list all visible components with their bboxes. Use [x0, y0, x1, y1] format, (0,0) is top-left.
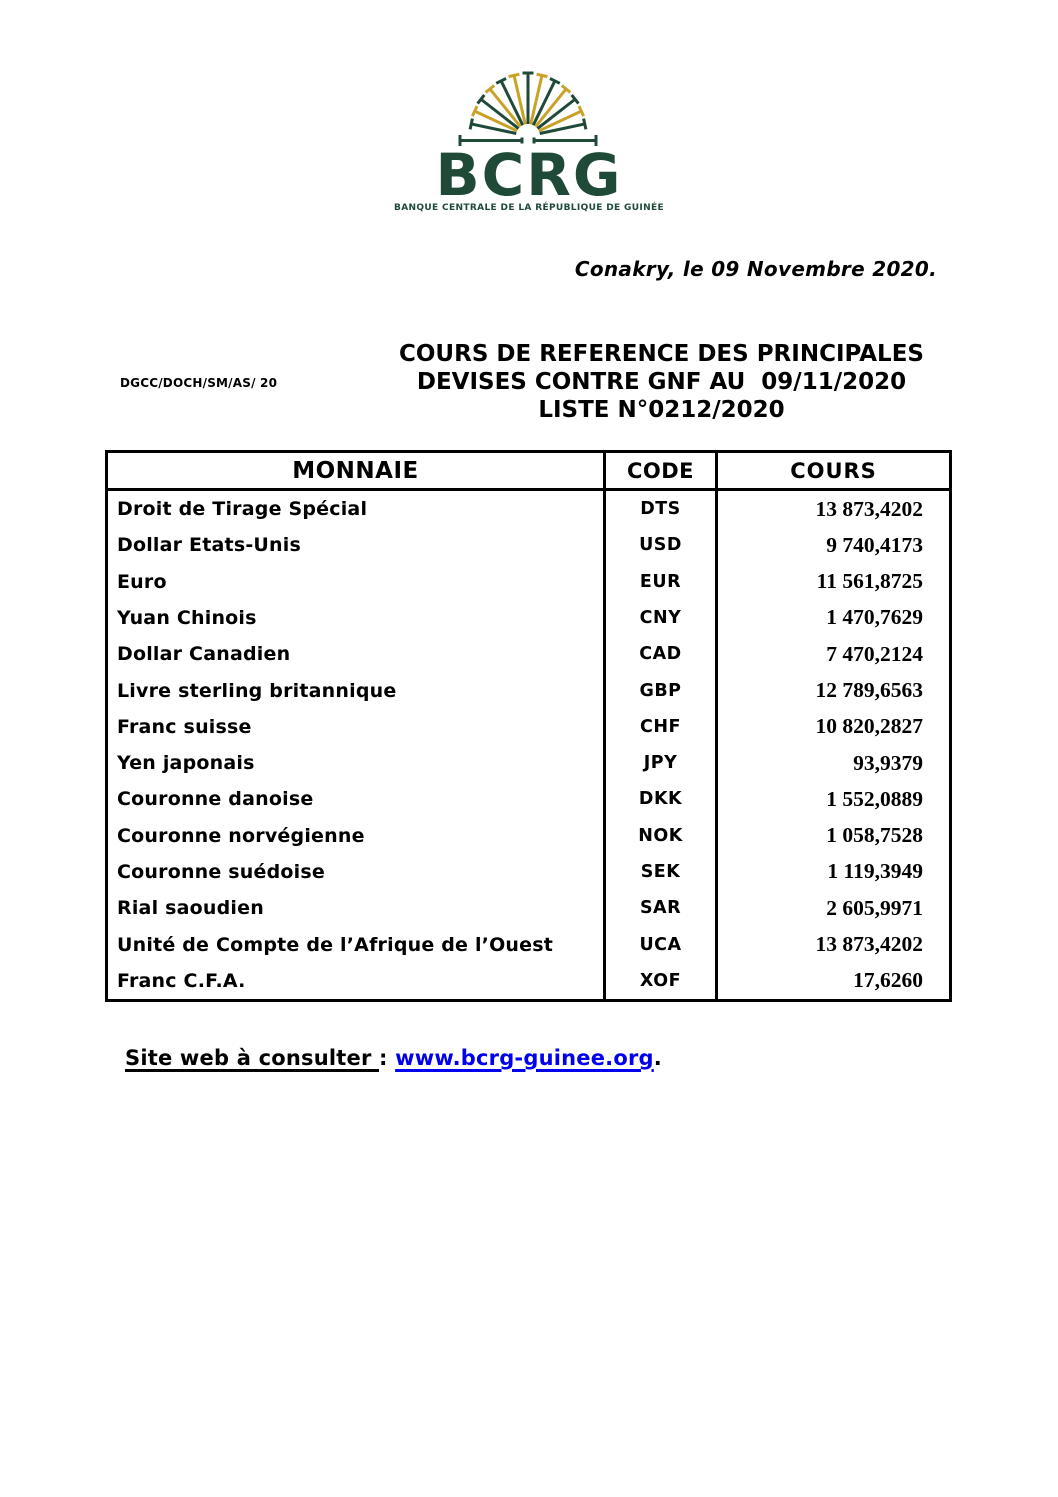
cell-cours: 12 789,6563 — [715, 672, 949, 709]
table-row: Couronne danoise DKK 1 552,0889 — [108, 781, 949, 818]
cell-cours: 10 820,2827 — [715, 708, 949, 745]
bcrg-logo-wordmark: BCRG — [435, 141, 623, 209]
cell-monnaie: Rial saoudien — [117, 897, 264, 920]
cell-monnaie: Couronne suédoise — [117, 860, 325, 883]
cell-cours: 1 058,7528 — [715, 817, 949, 854]
bcrg-logo-fan-icon — [458, 71, 598, 146]
cell-monnaie: Franc suisse — [117, 715, 252, 738]
cell-cours: 9 740,4173 — [715, 527, 949, 564]
cell-monnaie: Couronne norvégienne — [117, 824, 365, 847]
cell-code: XOF — [603, 962, 715, 999]
cell-code: USD — [603, 527, 715, 564]
table-row: Dollar Etats-Unis USD 9 740,4173 — [108, 527, 949, 564]
cell-code: CAD — [603, 636, 715, 673]
cell-cours: 13 873,4202 — [715, 491, 949, 528]
cell-cours: 1 552,0889 — [715, 781, 949, 818]
table-row: Livre sterling britannique GBP 12 789,6563 — [108, 672, 949, 709]
cell-monnaie: Yen japonais — [117, 752, 255, 775]
cell-monnaie: Euro — [117, 570, 167, 593]
site-period: . — [653, 1046, 662, 1070]
bcrg-logo-subtitle: BANQUE CENTRALE DE LA RÉPUBLIQUE DE GUIN… — [393, 203, 664, 213]
table-row: Franc C.F.A. XOF 17,6260 — [108, 962, 949, 999]
column-header-monnaie: MONNAIE — [292, 457, 419, 484]
table-row: Unité de Compte de l’Afrique de l’Ouest U… — [108, 926, 949, 963]
cell-code: JPY — [603, 744, 715, 782]
document-title: COURS DE REFERENCE DES PRINCIPALES DEVIS… — [329, 340, 994, 424]
cell-monnaie: Droit de Tirage Spécial — [117, 498, 368, 521]
cell-code: DKK — [603, 781, 715, 818]
column-header-code: CODE — [603, 453, 715, 488]
table-row: Euro EUR 11 561,8725 — [108, 563, 949, 600]
cell-code: EUR — [603, 563, 715, 600]
cell-code: GBP — [603, 672, 715, 709]
cell-monnaie: Dollar Etats-Unis — [117, 534, 301, 557]
cell-cours: 2 605,9971 — [715, 890, 949, 927]
site-label: Site web à consulter — [125, 1046, 380, 1070]
title-line-2: DEVISES CONTRE GNF AU 09/11/2020 — [416, 369, 907, 395]
cell-code: NOK — [603, 817, 715, 854]
cell-code: CNY — [603, 599, 715, 637]
cell-cours: 1 119,3949 — [715, 853, 949, 891]
site-link[interactable]: www.bcrg-guinee.org — [395, 1046, 654, 1070]
cell-cours: 93,9379 — [715, 744, 949, 782]
table-row: Couronne suédoise SEK 1 119,3949 — [108, 853, 949, 891]
table-row: Couronne norvégienne NOK 1 058,7528 — [108, 817, 949, 854]
table-row: Franc suisse CHF 10 820,2827 — [108, 708, 949, 745]
title-line-1: COURS DE REFERENCE DES PRINCIPALES — [399, 341, 924, 367]
reference-code: DGCC/DOCH/SM/AS/ 20 — [120, 376, 278, 390]
cell-monnaie: Couronne danoise — [117, 788, 314, 811]
exchange-rate-table: MONNAIE CODE COURS Droit de Tirage Spéci… — [105, 450, 952, 1002]
cell-cours: 1 470,7629 — [715, 599, 949, 637]
cell-code: UCA — [603, 926, 715, 963]
cell-code: DTS — [603, 491, 715, 528]
cell-cours: 17,6260 — [715, 962, 949, 999]
table-row: Droit de Tirage Spécial DTS 13 873,4202 — [108, 491, 949, 528]
cell-cours: 7 470,2124 — [715, 636, 949, 673]
cell-monnaie: Unité de Compte de l’Afrique de l’Ouest — [117, 933, 554, 956]
cell-code: SEK — [603, 853, 715, 891]
cell-monnaie: Livre sterling britannique — [117, 679, 397, 702]
cell-cours: 13 873,4202 — [715, 926, 949, 963]
table-row: Yen japonais JPY 93,9379 — [108, 744, 949, 782]
cell-code: SAR — [603, 890, 715, 927]
table-row: Yuan Chinois CNY 1 470,7629 — [108, 599, 949, 637]
table-row: Dollar Canadien CAD 7 470,2124 — [108, 636, 949, 673]
cell-code: CHF — [603, 708, 715, 745]
cell-monnaie: Franc C.F.A. — [117, 969, 246, 992]
table-header-row: MONNAIE CODE COURS — [108, 453, 949, 491]
table-row: Rial saoudien SAR 2 605,9971 — [108, 890, 949, 927]
site-line: Site web à consulter : www.bcrg-guinee.o… — [125, 1046, 662, 1070]
site-colon: : — [379, 1046, 396, 1070]
cell-monnaie: Yuan Chinois — [117, 606, 257, 629]
dateline: Conakry, le 09 Novembre 2020. — [574, 257, 937, 281]
column-header-cours: COURS — [715, 453, 949, 488]
cell-monnaie: Dollar Canadien — [117, 643, 291, 666]
title-line-3: LISTE N°0212/2020 — [538, 397, 785, 423]
table-body: Droit de Tirage Spécial DTS 13 873,4202 Dol… — [108, 491, 949, 999]
cell-cours: 11 561,8725 — [715, 563, 949, 600]
